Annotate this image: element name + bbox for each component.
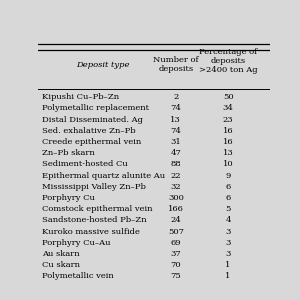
Text: 3: 3	[226, 228, 231, 236]
Text: 37: 37	[170, 250, 181, 258]
Text: 1: 1	[226, 272, 231, 281]
Text: 74: 74	[170, 104, 181, 112]
Text: Sandstone-hosted Pb–Zn: Sandstone-hosted Pb–Zn	[42, 217, 147, 224]
Text: 16: 16	[223, 127, 233, 135]
Text: 13: 13	[223, 149, 233, 157]
Text: 2: 2	[173, 93, 178, 101]
Text: 507: 507	[168, 228, 184, 236]
Text: 5: 5	[226, 205, 231, 213]
Text: Mississippi Valley Zn–Pb: Mississippi Valley Zn–Pb	[42, 183, 146, 191]
Text: Sed. exhalative Zn–Pb: Sed. exhalative Zn–Pb	[42, 127, 136, 135]
Text: 70: 70	[170, 261, 181, 269]
Text: 88: 88	[170, 160, 181, 168]
Text: 13: 13	[170, 116, 181, 124]
Text: 10: 10	[223, 160, 233, 168]
Text: Sediment-hosted Cu: Sediment-hosted Cu	[42, 160, 128, 168]
Text: 69: 69	[170, 239, 181, 247]
Text: 6: 6	[226, 183, 231, 191]
Text: 166: 166	[168, 205, 184, 213]
Text: 23: 23	[223, 116, 233, 124]
Text: Au skarn: Au skarn	[42, 250, 80, 258]
Text: Epithermal quartz alunite Au: Epithermal quartz alunite Au	[42, 172, 165, 180]
Text: Kuroko massive sulfide: Kuroko massive sulfide	[42, 228, 140, 236]
Text: Zn–Pb skarn: Zn–Pb skarn	[42, 149, 95, 157]
Text: 1: 1	[226, 261, 231, 269]
Text: 22: 22	[171, 172, 181, 180]
Text: 3: 3	[226, 239, 231, 247]
Text: 34: 34	[223, 104, 234, 112]
Text: 75: 75	[170, 272, 181, 281]
Text: 74: 74	[170, 127, 181, 135]
Text: Distal Disseminated. Ag: Distal Disseminated. Ag	[42, 116, 143, 124]
Text: Polymetallic replacement: Polymetallic replacement	[42, 104, 149, 112]
Text: 16: 16	[223, 138, 233, 146]
Text: Polymetallic vein: Polymetallic vein	[42, 272, 114, 281]
Text: Number of
deposits: Number of deposits	[153, 56, 199, 74]
Text: 9: 9	[226, 172, 231, 180]
Text: 24: 24	[170, 217, 181, 224]
Text: Creede epithermal vein: Creede epithermal vein	[42, 138, 141, 146]
Text: Comstock epithermal vein: Comstock epithermal vein	[42, 205, 153, 213]
Text: Kipushi Cu–Pb–Zn: Kipushi Cu–Pb–Zn	[42, 93, 119, 101]
Text: Porphyry Cu–Au: Porphyry Cu–Au	[42, 239, 111, 247]
Text: 47: 47	[170, 149, 181, 157]
Text: Percentage of
deposits
>2400 ton Ag: Percentage of deposits >2400 ton Ag	[199, 47, 257, 74]
Text: Porphyry Cu: Porphyry Cu	[42, 194, 95, 202]
Text: 32: 32	[170, 183, 181, 191]
Text: Deposit type: Deposit type	[76, 61, 129, 69]
Text: 31: 31	[170, 138, 181, 146]
Text: 300: 300	[168, 194, 184, 202]
Text: 6: 6	[226, 194, 231, 202]
Text: 3: 3	[226, 250, 231, 258]
Text: 50: 50	[223, 93, 233, 101]
Text: Cu skarn: Cu skarn	[42, 261, 80, 269]
Text: 4: 4	[225, 217, 231, 224]
